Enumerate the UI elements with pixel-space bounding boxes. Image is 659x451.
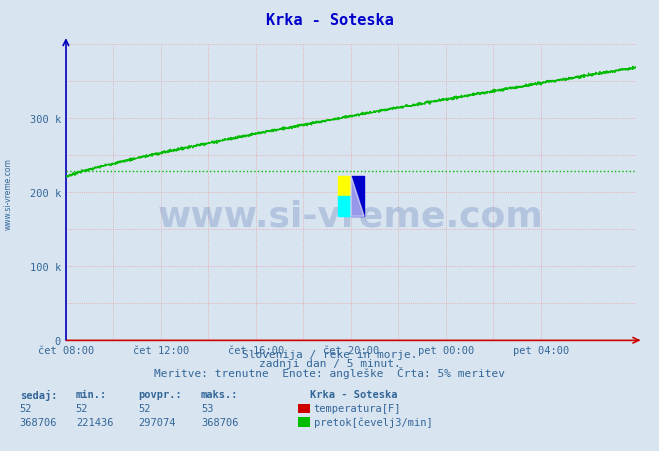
Text: maks.:: maks.: — [201, 390, 239, 400]
Polygon shape — [351, 176, 364, 217]
Text: zadnji dan / 5 minut.: zadnji dan / 5 minut. — [258, 358, 401, 368]
Polygon shape — [337, 176, 351, 197]
Text: 52: 52 — [76, 403, 88, 413]
Text: Meritve: trenutne  Enote: angleške  Črta: 5% meritev: Meritve: trenutne Enote: angleške Črta: … — [154, 366, 505, 378]
Text: Krka - Soteska: Krka - Soteska — [310, 390, 397, 400]
Text: 297074: 297074 — [138, 417, 176, 427]
Text: pretok[čevelj3/min]: pretok[čevelj3/min] — [314, 416, 432, 427]
Text: 221436: 221436 — [76, 417, 113, 427]
Polygon shape — [351, 176, 364, 217]
Text: povpr.:: povpr.: — [138, 390, 182, 400]
Polygon shape — [337, 197, 351, 217]
Text: sedaj:: sedaj: — [20, 389, 57, 400]
Text: 52: 52 — [138, 403, 151, 413]
Text: 368706: 368706 — [20, 417, 57, 427]
Text: 52: 52 — [20, 403, 32, 413]
Text: min.:: min.: — [76, 390, 107, 400]
Text: www.si-vreme.com: www.si-vreme.com — [158, 199, 544, 234]
Text: temperatura[F]: temperatura[F] — [314, 403, 401, 413]
Text: Krka - Soteska: Krka - Soteska — [266, 13, 393, 28]
Text: Slovenija / reke in morje.: Slovenija / reke in morje. — [242, 349, 417, 359]
Text: www.si-vreme.com: www.si-vreme.com — [3, 158, 13, 230]
Text: 368706: 368706 — [201, 417, 239, 427]
Text: 53: 53 — [201, 403, 214, 413]
